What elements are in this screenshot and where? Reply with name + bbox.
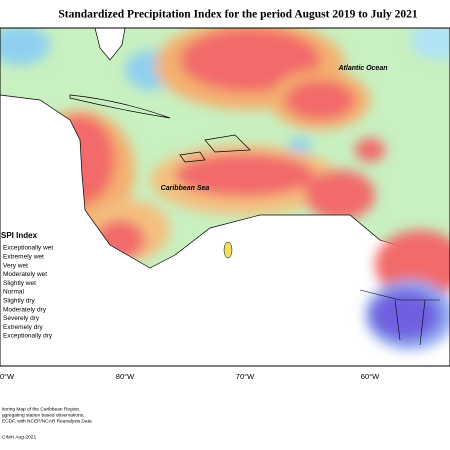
- map-label: Caribbean Sea: [161, 185, 210, 192]
- footer: itoring Map of the Caribbean Region.ggre…: [2, 406, 93, 440]
- map-label: Atlantic Ocean: [337, 65, 387, 72]
- legend-title: SPI Index: [1, 231, 38, 240]
- legend-item: Extremely dry: [3, 324, 43, 331]
- legend-box: [0, 228, 80, 346]
- footer-line: ECDF, with NCEP/NCAR Reanalysis Data.: [2, 418, 93, 424]
- land: [0, 28, 450, 366]
- legend-item: Slightly wet: [3, 280, 36, 287]
- longitude-label: 80°W: [116, 372, 135, 381]
- legend-item: Moderately dry: [3, 306, 47, 313]
- longitude-labels: 0°W 80°W 70°W 60°W: [0, 372, 380, 381]
- footer-line: ggregating station based observations,: [2, 412, 84, 418]
- longitude-label: 0°W: [0, 372, 15, 381]
- footer-line: CIMH Aug-2021: [2, 434, 36, 440]
- footer-line: itoring Map of the Caribbean Region.: [2, 406, 80, 412]
- longitude-label: 60°W: [361, 372, 380, 381]
- map-title: Standardized Precipitation Index for the…: [58, 9, 418, 21]
- legend-item: Very wet: [3, 262, 28, 269]
- legend-item: Extremely wet: [3, 254, 44, 261]
- legend-item: Exceptionally wet: [3, 245, 53, 252]
- map-area: Atlantic Ocean Caribbean Sea SPI Index E…: [0, 28, 450, 366]
- map-frame: [0, 27, 450, 367]
- legend-item: Severely dry: [3, 315, 40, 322]
- legend-item: Slightly dry: [3, 298, 36, 305]
- longitude-label: 70°W: [236, 372, 255, 381]
- legend-item: Exceptionally dry: [3, 333, 53, 340]
- legend-item: Normal: [3, 289, 25, 296]
- legend-item: Moderately wet: [3, 271, 47, 278]
